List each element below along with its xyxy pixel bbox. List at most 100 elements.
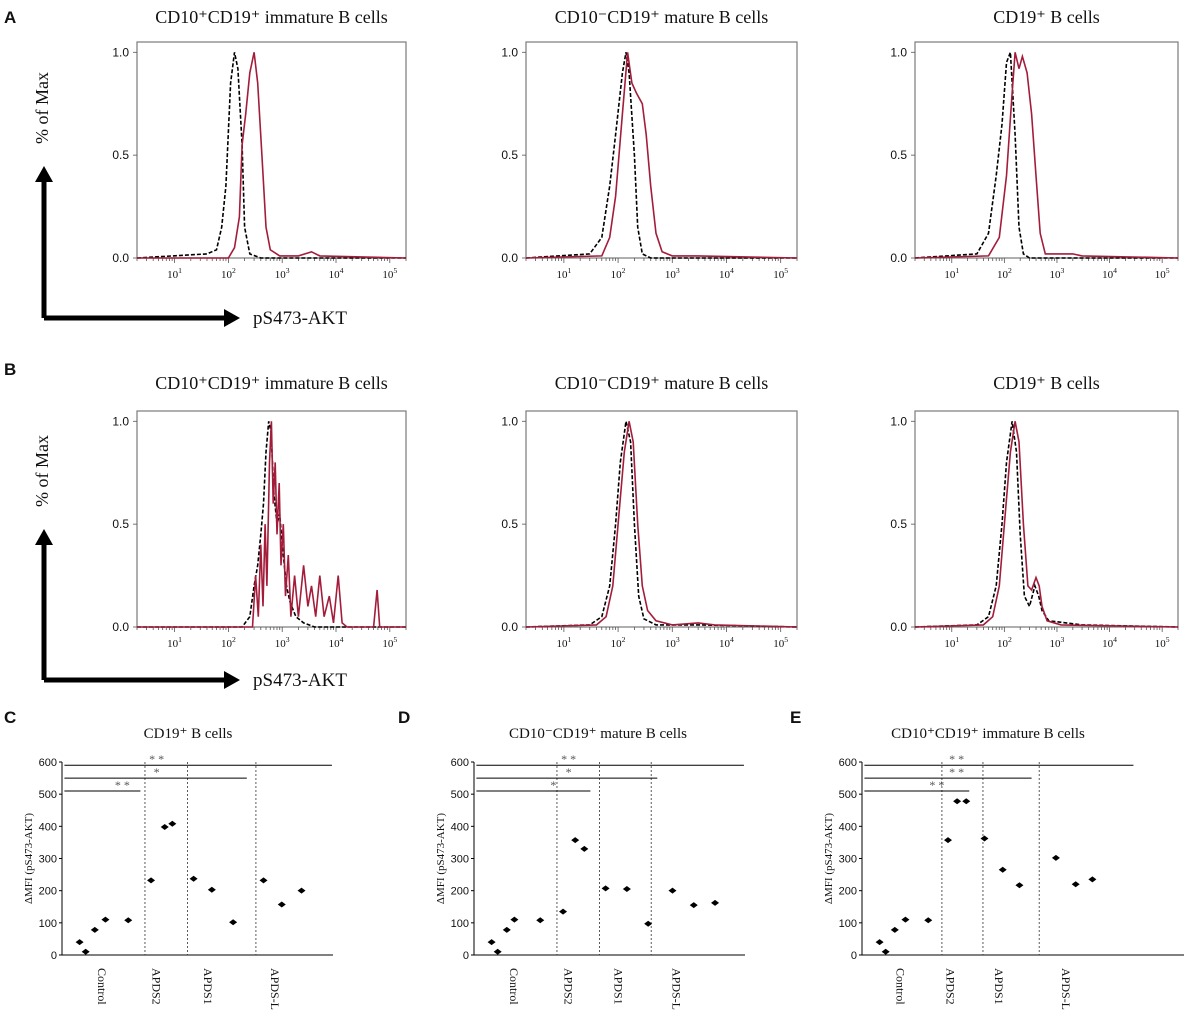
panel-title: CD10⁻CD19⁺ mature B cells [555,373,768,393]
group-label: APDS2 [562,968,576,1005]
group-label: APDS-L [268,968,282,1010]
x-tick-label: 103 [1050,266,1065,281]
y-tick-label: 600 [839,757,857,769]
control-histogram-line [525,52,797,259]
data-point [953,798,962,805]
y-tick-label: 0.5 [501,148,518,162]
y-tick-label: 100 [451,918,469,930]
panel-title: CD10⁻CD19⁺ mature B cells [509,726,687,742]
significance-label: * * [949,765,964,779]
data-point [124,917,133,924]
data-point [962,798,971,805]
plot-frame [914,41,1179,259]
x-axis-arrowhead [224,671,240,689]
data-point [622,886,631,893]
panel-title: CD19⁺ B cells [993,373,1100,393]
x-tick-label: 101 [556,266,571,281]
group-label: APDS1 [201,968,215,1005]
y-axis-label: ΔMFI (pS473-AKT) [23,813,35,904]
x-tick-label: 103 [665,635,680,650]
data-point [711,899,720,906]
x-tick-label: 105 [773,635,788,650]
data-point [90,926,99,933]
y-tick-label: 0.5 [501,517,518,531]
x-tick-label: 104 [1102,635,1117,650]
data-point [189,875,198,882]
panel-letter-d: D [398,708,411,727]
x-tick-label: 101 [944,635,959,650]
treated-histogram-line [914,52,1179,259]
x-tick-label: 103 [275,635,290,650]
data-point [487,939,496,946]
y-tick-label: 200 [39,886,57,898]
data-point [493,948,502,955]
x-tick-label: 102 [221,266,236,281]
significance-label: * * [115,778,130,792]
group-label: APDS2 [943,968,957,1005]
x-tick-label: 104 [329,266,344,281]
group-label: APDS-L [1059,968,1073,1010]
plot-frame [136,410,407,628]
data-point [1071,881,1080,888]
y-tick-label: 0.5 [112,148,129,162]
data-point [75,939,84,946]
data-point [924,917,933,924]
y-axis-label: ΔMFI (pS473-AKT) [435,813,447,904]
plot-frame [914,410,1179,628]
group-label: Control [95,968,109,1005]
data-point [510,916,519,923]
y-tick-label: 1.0 [501,414,518,428]
data-point [559,908,568,915]
group-label: APDS1 [992,968,1006,1005]
data-point [229,919,238,926]
x-tick-label: 102 [611,266,626,281]
significance-label: * [154,765,160,779]
plot-frame [525,410,798,628]
y-tick-label: 500 [839,789,857,801]
group-label: Control [507,968,521,1005]
control-histogram-line [525,421,798,628]
significance-label: * * [561,752,576,766]
data-point [101,916,110,923]
x-tick-label: 102 [997,266,1012,281]
significance-label: * * [149,752,164,766]
y-tick-label: 0 [851,950,857,962]
y-axis-label: ΔMFI (pS473-AKT) [823,813,835,904]
data-point [207,886,216,893]
data-point [536,917,545,924]
x-tick-label: 105 [773,266,788,281]
x-tick-label: 104 [1102,266,1117,281]
data-point [980,835,989,842]
x-tick-label: 105 [382,635,397,650]
x-tick-label: 104 [329,635,344,650]
data-point [147,877,156,884]
y-tick-label: 600 [451,757,469,769]
data-point [601,885,610,892]
panel-letter-a: A [4,8,17,27]
data-point [875,939,884,946]
data-point [901,916,910,923]
data-point [297,887,306,894]
y-tick-label: 1.0 [890,45,907,59]
data-point [689,902,698,909]
significance-label: * [550,778,556,792]
data-point [81,948,90,955]
y-tick-label: 0.0 [890,251,907,265]
data-point [259,877,268,884]
treated-histogram-line [525,421,798,628]
x-tick-label: 101 [167,635,182,650]
x-tick-label: 104 [719,635,734,650]
x-axis-arrowhead [224,309,240,327]
y-tick-label: 400 [39,821,57,833]
data-point [881,948,890,955]
x-tick-label: 103 [1050,635,1065,650]
data-point [160,823,169,830]
significance-label: * * [929,778,944,792]
group-label: APDS1 [612,968,626,1005]
y-tick-label: 0 [463,950,469,962]
x-tick-label: 105 [382,266,397,281]
x-axis-label: pS473-AKT [253,308,347,329]
panel-letter-e: E [790,708,802,727]
treated-histogram-line [137,52,407,259]
y-tick-label: 0.5 [112,517,129,531]
